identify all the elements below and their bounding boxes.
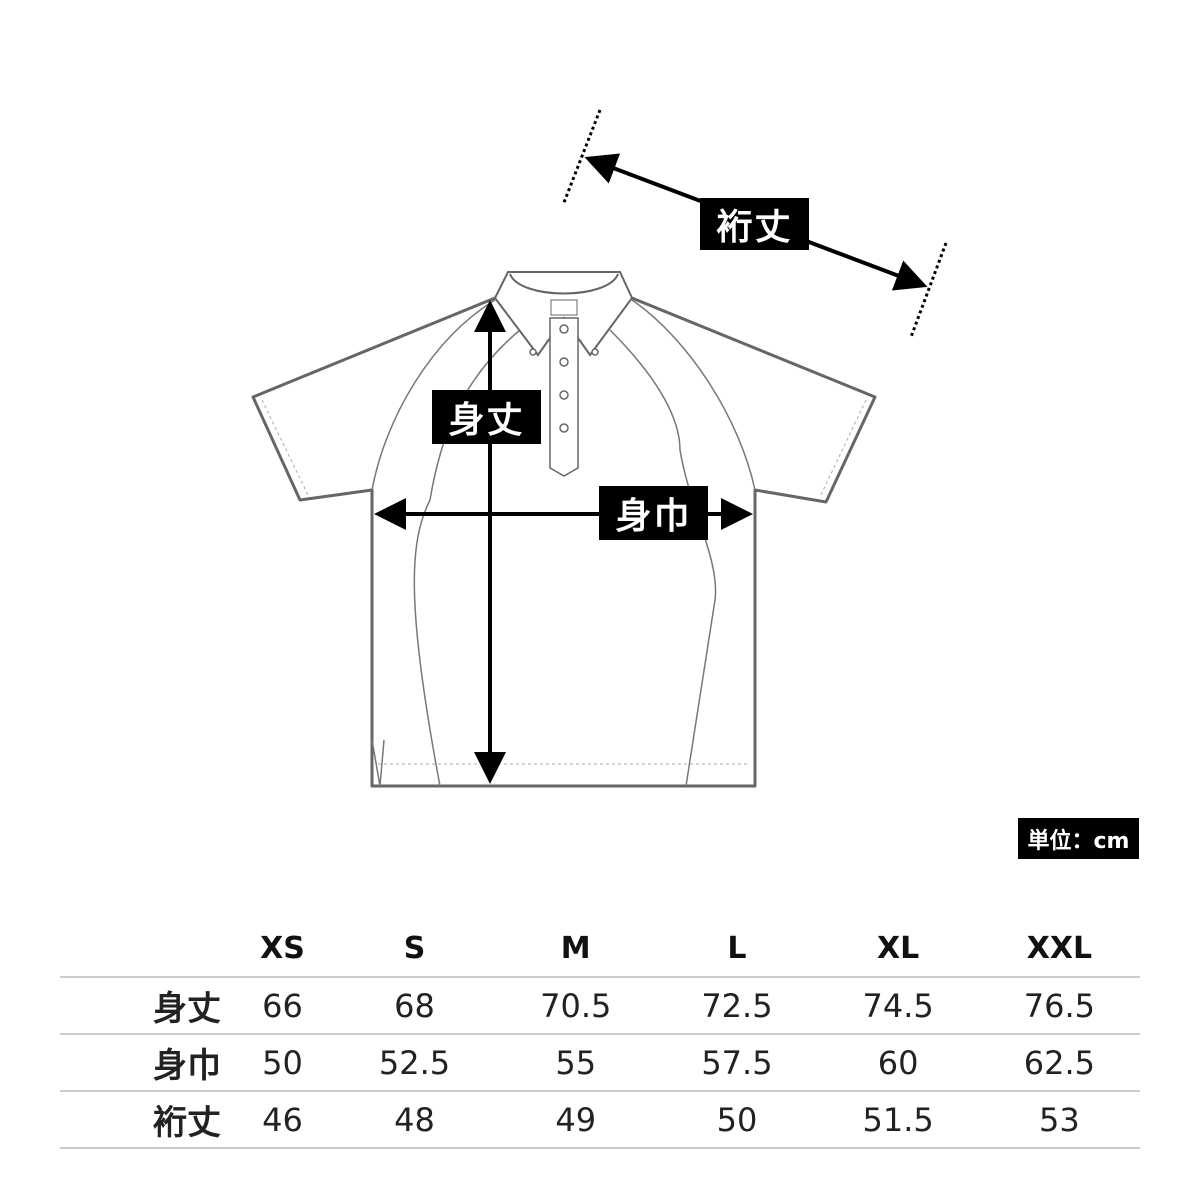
guide-dotted-lines: [561, 109, 948, 338]
table-row: 裄丈 46 48 49 50 51.5 53: [60, 1090, 1140, 1149]
size-header: M: [560, 930, 591, 966]
polo-shirt-diagram: [251, 109, 948, 788]
cell: 66: [231, 976, 334, 1034]
unit-label: 単位：cm: [1018, 818, 1139, 859]
cell: 74.5: [817, 976, 979, 1034]
shirt-outline: [251, 296, 877, 788]
cell: 72.5: [656, 976, 818, 1034]
length-label: 身丈: [432, 390, 541, 444]
row-label: 裄丈: [60, 1090, 231, 1149]
sleeve-label: 裄丈: [700, 198, 809, 250]
row-label: 身丈: [60, 976, 231, 1034]
cell: 50: [656, 1090, 818, 1149]
size-header: L: [727, 930, 747, 966]
width-label: 身巾: [599, 486, 708, 540]
corner-cell: [60, 920, 231, 977]
size-header: S: [403, 930, 426, 966]
table-header: XS S M L XL XXL: [60, 920, 1140, 977]
cell: 50: [231, 1033, 334, 1091]
cell: 76.5: [978, 976, 1140, 1034]
cell: 55: [495, 1033, 657, 1091]
cell: 62.5: [978, 1033, 1140, 1091]
cell: 46: [231, 1090, 334, 1149]
cell: 53: [978, 1090, 1140, 1149]
cell: 51.5: [817, 1090, 979, 1149]
cell: 70.5: [495, 976, 657, 1034]
cell: 68: [333, 976, 496, 1034]
size-header: XL: [877, 930, 920, 966]
size-table: XS S M L XL XXL 身丈 66 68 70.5 72.5 74.5 …: [60, 920, 1140, 1149]
table-row: 身丈 66 68 70.5 72.5 74.5 76.5: [60, 976, 1140, 1034]
cell: 49: [495, 1090, 657, 1149]
placket: [529, 317, 599, 477]
cell: 60: [817, 1033, 979, 1091]
row-label: 身巾: [60, 1033, 231, 1091]
cell: 48: [333, 1090, 496, 1149]
table-row: 身巾 50 52.5 55 57.5 60 62.5: [60, 1033, 1140, 1091]
size-header: XXL: [1026, 930, 1093, 966]
size-header: XS: [260, 930, 305, 966]
cell: 52.5: [333, 1033, 496, 1091]
cell: 57.5: [656, 1033, 818, 1091]
